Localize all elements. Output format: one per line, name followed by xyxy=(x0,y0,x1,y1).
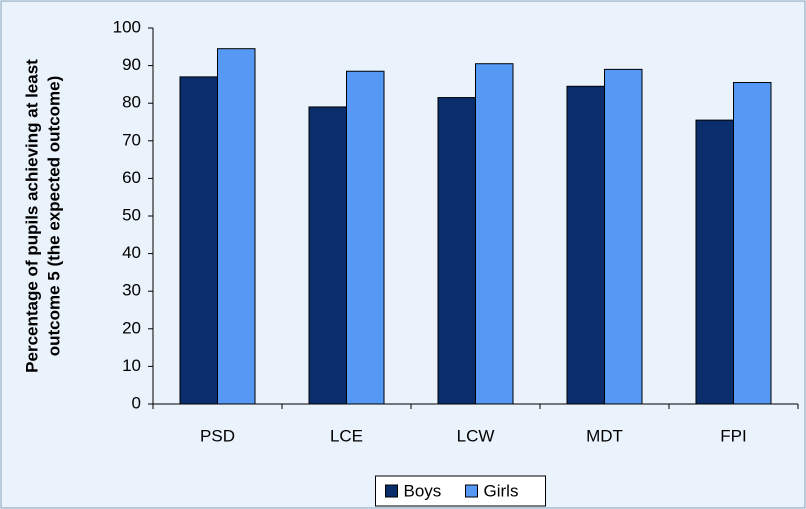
y-tick-label: 90 xyxy=(122,55,141,74)
bar xyxy=(733,82,772,405)
y-axis-title: outcome 5 (the expected outcome) xyxy=(44,76,63,357)
bar xyxy=(437,97,476,405)
bar xyxy=(566,85,605,405)
y-tick-label: 10 xyxy=(122,356,141,375)
bar xyxy=(308,106,347,405)
legend-label: Boys xyxy=(404,481,442,500)
bar xyxy=(475,63,514,405)
y-tick-label: 100 xyxy=(113,17,141,36)
x-tick-label: PSD xyxy=(200,426,235,445)
x-tick-label: FPI xyxy=(720,426,746,445)
y-tick-label: 30 xyxy=(122,281,141,300)
x-tick-label: LCW xyxy=(457,426,495,445)
bar xyxy=(346,70,385,405)
legend-swatch xyxy=(385,484,398,498)
legend-label: Girls xyxy=(484,481,519,500)
y-tick-label: 0 xyxy=(132,393,141,412)
y-axis-title: Percentage of pupils achieving at least xyxy=(22,59,41,373)
y-tick-label: 50 xyxy=(122,205,141,224)
bar xyxy=(217,48,256,405)
bar xyxy=(695,119,734,405)
x-tick-label: MDT xyxy=(586,426,623,445)
y-tick-label: 70 xyxy=(122,130,141,149)
legend: Boys Girls xyxy=(375,475,546,507)
y-tick-label: 60 xyxy=(122,168,141,187)
y-tick-label: 80 xyxy=(122,93,141,112)
y-tick-label: 40 xyxy=(122,243,141,262)
bar xyxy=(604,68,643,405)
y-tick-label: 20 xyxy=(122,318,141,337)
legend-box xyxy=(375,475,546,507)
legend-swatch xyxy=(465,484,478,498)
bar xyxy=(179,76,218,405)
x-tick-label: LCE xyxy=(330,426,363,445)
